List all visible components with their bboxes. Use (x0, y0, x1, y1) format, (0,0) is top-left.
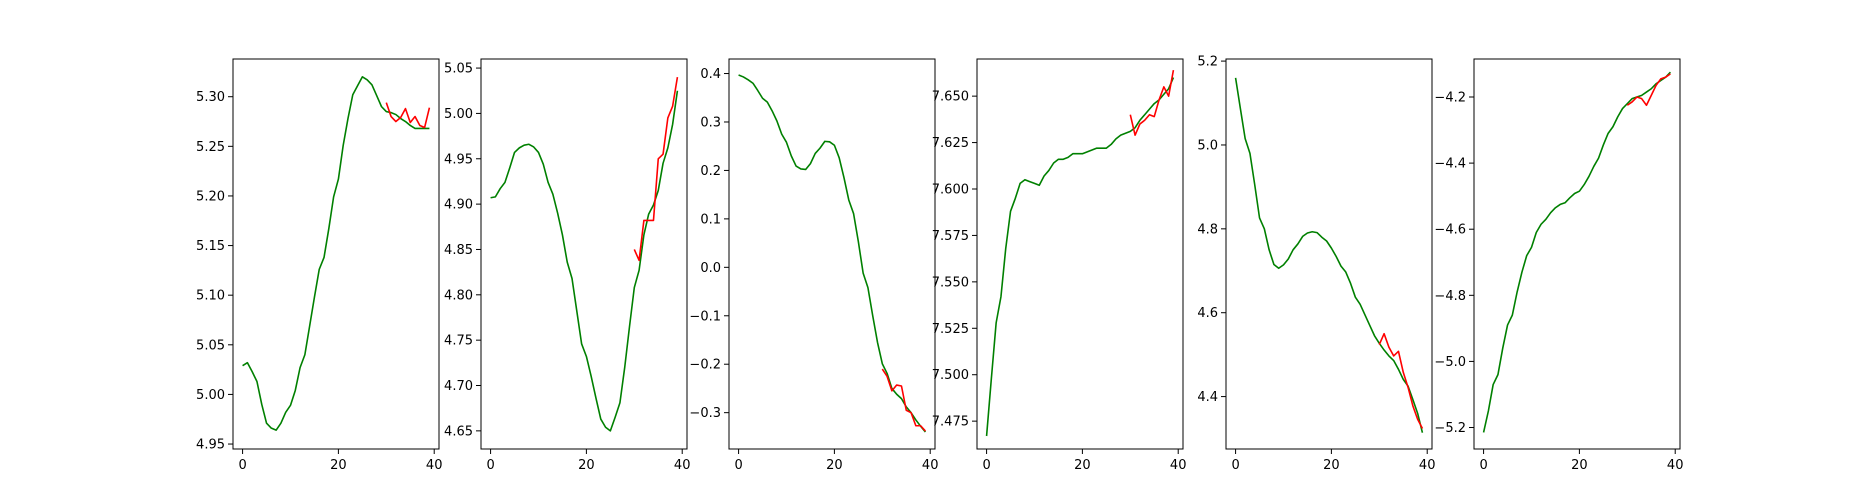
green-series-line (242, 76, 430, 431)
y-tick-label: 0.4 (700, 67, 721, 82)
y-tick-label: 4.70 (444, 379, 473, 394)
green-series-line (490, 90, 679, 432)
x-tick-label: 0 (1479, 458, 1487, 473)
y-tick-label: 4.75 (444, 334, 473, 349)
x-tick-label: 20 (1074, 458, 1091, 473)
y-tick-label: 5.05 (444, 62, 473, 77)
x-tick-label: 20 (1323, 458, 1340, 473)
y-tick-label: 5.00 (196, 388, 225, 403)
y-tick-label: 5.2 (1197, 55, 1218, 70)
y-tick-label: −5.2 (1434, 421, 1466, 436)
y-tick-label: 5.30 (196, 90, 225, 105)
red-series-line (881, 368, 927, 432)
y-tick-label: −4.2 (1434, 91, 1466, 106)
y-tick-label: −0.3 (689, 406, 721, 421)
y-tick-label: 7.500 (932, 368, 969, 383)
subplot-2: 0 20 40 4.65 4.70 4.75 4.80 4.85 4.90 4.95 5.00 5.0… (444, 58, 691, 473)
axes-frame (728, 58, 936, 450)
y-tick-label: 5.20 (196, 189, 225, 204)
x-tick-label: 40 (1667, 458, 1684, 473)
y-tick-label: −5.0 (1434, 355, 1466, 370)
red-series-line (385, 102, 431, 129)
axes-frame (232, 58, 440, 450)
y-tick-label: 5.0 (1197, 138, 1218, 153)
axes-frame (480, 58, 688, 450)
y-tick-label: 0.2 (700, 164, 721, 179)
x-tick-label: 40 (1170, 458, 1187, 473)
y-tick-label: −4.8 (1434, 289, 1466, 304)
x-tick-label: 0 (982, 458, 990, 473)
y-tick-label: −4.6 (1434, 223, 1466, 238)
y-tick-label: 4.80 (444, 288, 473, 303)
red-series-line (1378, 332, 1424, 429)
y-tick-label: 5.15 (196, 239, 225, 254)
x-tick-label: 20 (826, 458, 843, 473)
axes-frame (1225, 58, 1433, 450)
x-tick-label: 0 (1231, 458, 1239, 473)
subplot-1: 0 20 40 4.95 5.00 5.05 5.10 5.15 5.20 5.25 5.30 (196, 58, 443, 473)
y-tick-label: 5.05 (196, 338, 225, 353)
y-tick-label: 5.00 (444, 107, 473, 122)
green-series-line (738, 74, 927, 433)
y-tick-label: 4.95 (196, 438, 225, 453)
red-series-line (1626, 73, 1671, 107)
subplot-5: 0 20 40 4.4 4.6 4.8 5.0 5.2 (1197, 55, 1435, 473)
x-tick-label: 0 (486, 458, 494, 473)
y-tick-label: 7.525 (932, 322, 969, 337)
y-tick-label: 7.475 (932, 415, 969, 430)
x-tick-label: 0 (238, 458, 246, 473)
y-tick-label: 0.3 (700, 115, 721, 130)
subplot-3: 0 20 40 −0.3 −0.2 −0.1 0.0 0.1 0.2 0.3 0.4 (689, 58, 939, 473)
green-series-line (985, 77, 1175, 437)
x-tick-label: 20 (1571, 458, 1588, 473)
y-tick-label: 5.25 (196, 140, 225, 155)
y-tick-label: 4.4 (1197, 390, 1218, 405)
x-tick-label: 0 (734, 458, 742, 473)
y-tick-label: 7.650 (932, 90, 969, 105)
axes-frame (976, 58, 1184, 450)
y-tick-label: 4.8 (1197, 222, 1218, 237)
subplot-4: 0 20 40 7.475 7.500 7.525 7.550 7.575 7.600 7.625… (932, 58, 1187, 473)
x-tick-label: 40 (674, 458, 691, 473)
x-tick-label: 40 (1419, 458, 1436, 473)
y-tick-label: −0.1 (689, 309, 721, 324)
y-tick-label: −4.4 (1434, 157, 1466, 172)
y-tick-label: 4.95 (444, 152, 473, 167)
green-series-line (1234, 77, 1424, 433)
y-tick-label: 7.600 (932, 183, 969, 198)
axes-frame (1473, 58, 1681, 450)
y-tick-label: 7.575 (932, 229, 969, 244)
red-series-line (1129, 69, 1175, 136)
y-tick-label: 0.1 (700, 212, 721, 227)
green-series-line (1482, 71, 1671, 433)
red-series-line (633, 77, 679, 262)
y-tick-label: 4.85 (444, 243, 473, 258)
y-tick-label: 7.550 (932, 275, 969, 290)
y-tick-label: 4.65 (444, 424, 473, 439)
y-tick-label: 4.90 (444, 198, 473, 213)
subplot-6: 0 20 40 −5.2 −5.0 −4.8 −4.6 −4.4 −4.2 (1434, 58, 1684, 473)
x-tick-label: 20 (578, 458, 595, 473)
y-tick-label: 0.0 (700, 261, 721, 276)
x-tick-label: 20 (330, 458, 347, 473)
y-tick-label: 5.10 (196, 289, 225, 304)
x-tick-label: 40 (922, 458, 939, 473)
y-tick-label: 7.625 (932, 136, 969, 151)
y-tick-label: −0.2 (689, 358, 721, 373)
y-tick-label: 4.6 (1197, 306, 1218, 321)
x-tick-label: 40 (426, 458, 443, 473)
